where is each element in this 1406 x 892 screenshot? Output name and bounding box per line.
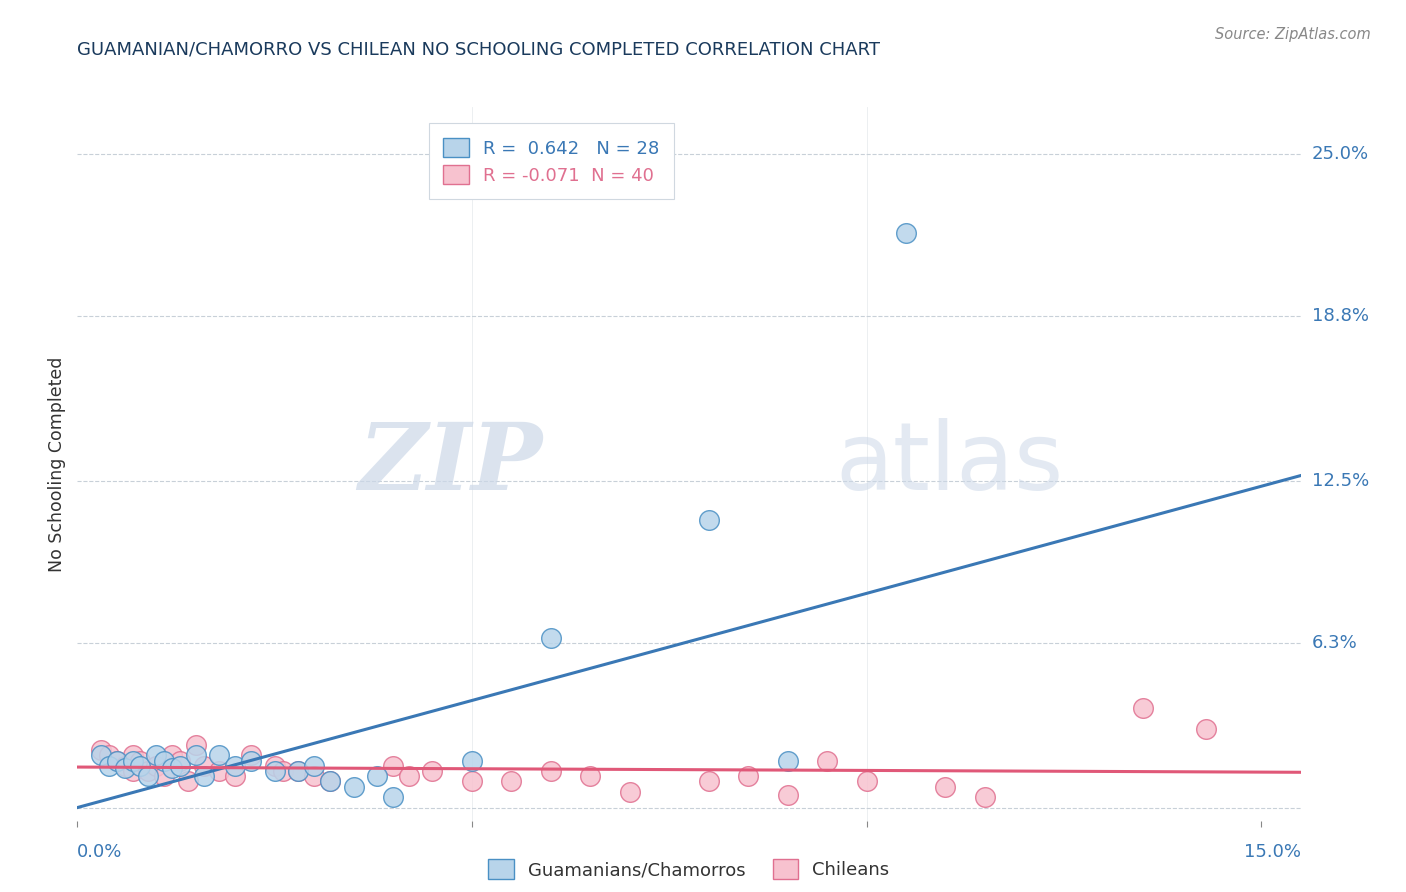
Point [501,774,523,789]
Point [239,748,262,763]
Point [129,758,152,772]
Point [302,769,325,783]
Point [398,769,420,783]
Point [697,774,720,789]
Point [461,774,484,789]
Point [97,748,120,763]
Point [382,790,405,805]
Point [160,761,183,775]
Point [90,748,112,763]
Point [169,754,191,768]
Point [160,748,183,763]
Point [129,754,152,768]
Point [540,764,562,778]
Legend: Guamanians/Chamorros, Chileans: Guamanians/Chamorros, Chileans [474,845,904,892]
Point [287,764,309,778]
Point [169,758,191,772]
Point [224,758,246,772]
Point [239,754,262,768]
Point [121,754,143,768]
Point [114,758,136,772]
Point [855,774,877,789]
Text: GUAMANIAN/CHAMORRO VS CHILEAN NO SCHOOLING COMPLETED CORRELATION CHART: GUAMANIAN/CHAMORRO VS CHILEAN NO SCHOOLI… [77,40,880,58]
Point [121,764,143,778]
Point [776,754,799,768]
Point [342,780,364,794]
Text: atlas: atlas [835,417,1064,510]
Text: 6.3%: 6.3% [1312,634,1357,652]
Point [382,758,405,772]
Point [145,758,167,772]
Point [145,748,167,763]
Point [319,774,342,789]
Point [1132,701,1154,715]
Text: ZIP: ZIP [359,419,543,508]
Point [422,764,444,778]
Point [973,790,995,805]
Point [263,758,285,772]
Point [97,758,120,772]
Point [208,764,231,778]
Point [153,754,176,768]
Point [224,769,246,783]
Point [1195,722,1218,736]
Point [193,769,215,783]
Text: 15.0%: 15.0% [1243,843,1301,861]
Point [619,785,641,799]
Point [208,748,231,763]
Text: 18.8%: 18.8% [1312,307,1368,326]
Point [540,631,562,645]
Point [138,764,160,778]
Point [894,226,917,240]
Point [579,769,602,783]
Text: 25.0%: 25.0% [1312,145,1369,163]
Point [815,754,838,768]
Point [271,764,294,778]
Point [263,764,285,778]
Point [153,769,176,783]
Point [184,738,207,752]
Point [776,788,799,802]
Point [737,769,759,783]
Point [302,758,325,772]
Point [184,748,207,763]
Point [114,761,136,775]
Point [287,764,309,778]
Point [193,758,215,772]
Text: 0.0%: 0.0% [77,843,122,861]
Text: 12.5%: 12.5% [1312,472,1369,490]
Y-axis label: No Schooling Completed: No Schooling Completed [48,356,66,572]
Point [105,754,128,768]
Point [138,769,160,783]
Point [177,774,200,789]
Point [934,780,956,794]
Point [105,754,128,768]
Point [366,769,388,783]
Point [121,748,143,763]
Text: Source: ZipAtlas.com: Source: ZipAtlas.com [1215,27,1371,42]
Point [697,513,720,527]
Point [90,743,112,757]
Point [461,754,484,768]
Point [319,774,342,789]
